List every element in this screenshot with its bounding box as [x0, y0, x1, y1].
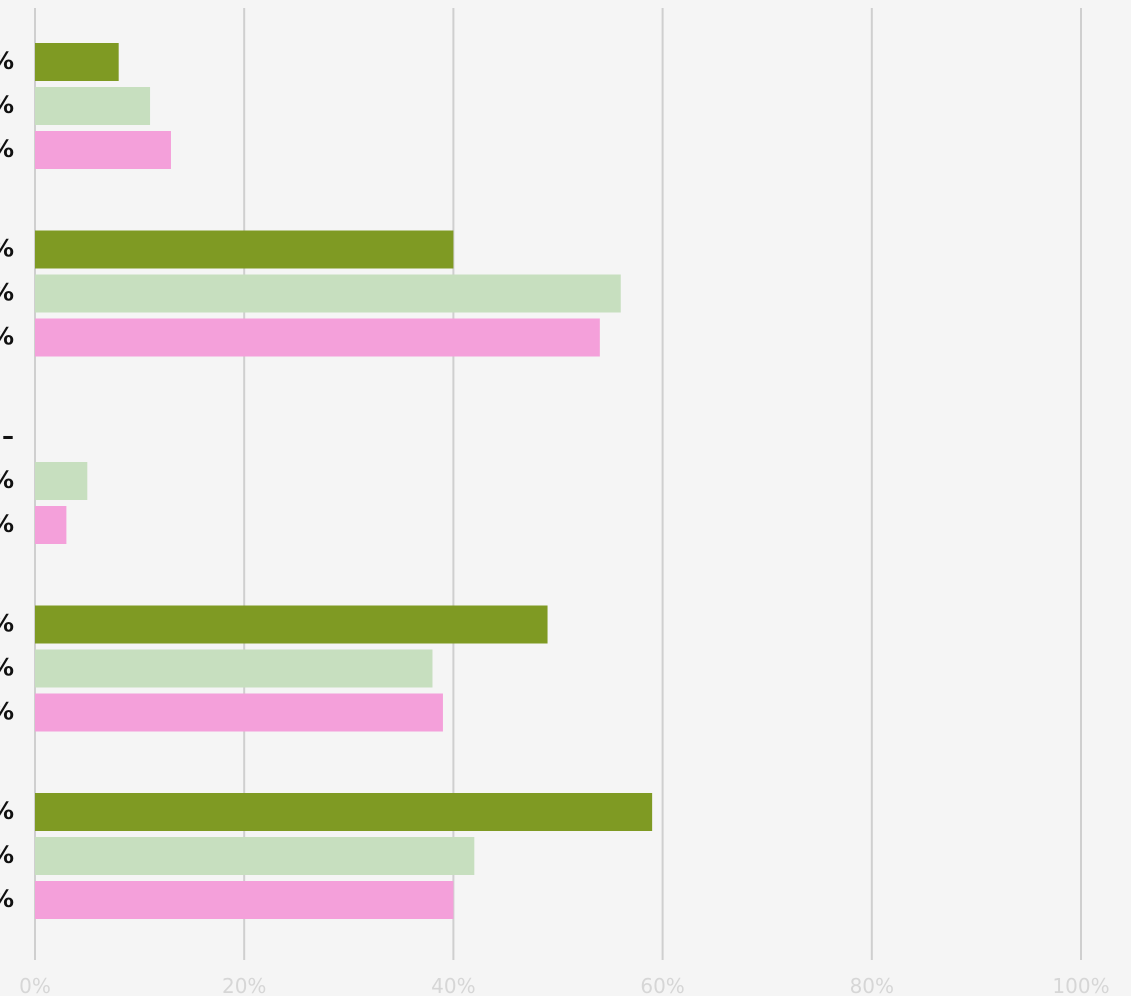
x-tick-label: 20%	[222, 974, 266, 996]
value-label: 38%	[0, 654, 14, 682]
value-label: 39%	[0, 698, 14, 726]
bar	[35, 131, 171, 169]
x-tick-label: 60%	[640, 974, 684, 996]
value-label: 13%	[0, 135, 14, 163]
bar	[35, 274, 621, 313]
bar	[35, 693, 443, 732]
bar	[35, 318, 600, 357]
x-tick-label: 100%	[1052, 974, 1109, 996]
bar	[35, 87, 151, 125]
x-tick-label: 40%	[431, 974, 475, 996]
value-label: 40%	[0, 885, 14, 913]
value-label: 11%	[0, 91, 14, 119]
value-label: 59%	[0, 797, 14, 825]
value-label: 54%	[0, 323, 14, 351]
value-label: 42%	[0, 841, 14, 869]
x-tick-label: 80%	[850, 974, 894, 996]
value-label: 49%	[0, 610, 14, 638]
value-label: 56%	[0, 279, 14, 307]
x-tick-label: 0%	[19, 974, 51, 996]
value-label: –	[2, 422, 14, 450]
bar	[35, 462, 88, 500]
bar	[35, 230, 454, 269]
bar	[35, 506, 67, 544]
value-label: 5%	[0, 466, 14, 494]
value-label: 8%	[0, 47, 14, 75]
bar	[35, 649, 433, 688]
bar	[35, 837, 475, 875]
bar	[35, 605, 548, 644]
bar	[35, 43, 119, 81]
bar	[35, 881, 454, 919]
value-label: 3%	[0, 510, 14, 538]
value-label: 40%	[0, 235, 14, 263]
bar	[35, 793, 653, 831]
